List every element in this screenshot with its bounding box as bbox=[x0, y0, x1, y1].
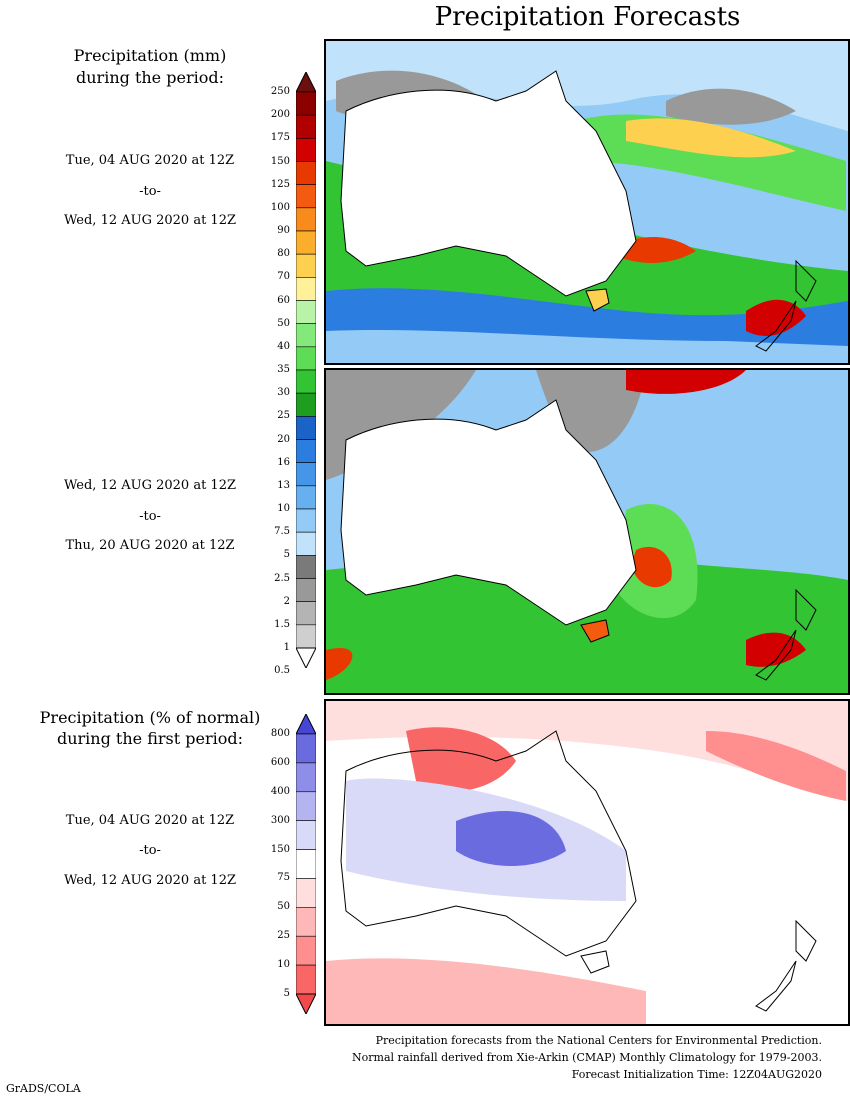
colorbar-tick-label: 60 bbox=[277, 294, 290, 306]
colorbar-box bbox=[296, 277, 316, 301]
colorbar-tick-label: 800 bbox=[270, 728, 290, 739]
period3-end: Wed, 12 AUG 2020 at 12Z bbox=[63, 873, 236, 888]
colorbar-box bbox=[296, 849, 316, 879]
page-title: Precipitation Forecasts bbox=[434, 2, 741, 32]
colorbar-tick-label: 300 bbox=[270, 814, 290, 826]
colorbar-box bbox=[296, 138, 316, 162]
colorbar-box bbox=[296, 416, 316, 440]
colorbar-tick-label: 90 bbox=[277, 225, 290, 236]
mm-legend-subheading: during the period: bbox=[76, 68, 224, 87]
colorbar-box bbox=[296, 907, 316, 937]
colorbar-box bbox=[296, 578, 316, 602]
pct-legend-heading: Precipitation (% of normal) bbox=[39, 708, 261, 727]
colorbar-tick-label: 40 bbox=[277, 340, 290, 352]
colorbar-box bbox=[296, 323, 316, 348]
colorbar-tick-label: 50 bbox=[277, 317, 290, 329]
footer-line-3: Forecast Initialization Time: 12Z04AUG20… bbox=[571, 1068, 822, 1081]
map-panel-percent-normal bbox=[324, 699, 850, 1026]
colorbar-tick-label: 150 bbox=[270, 843, 290, 855]
colorbar-box bbox=[296, 253, 316, 278]
colorbar-tick-label: 600 bbox=[270, 756, 290, 768]
percent-normal-map bbox=[326, 701, 848, 1024]
colorbar-bottom-triangle bbox=[296, 993, 316, 1014]
colorbar-top-triangle bbox=[296, 72, 316, 93]
colorbar-box bbox=[296, 624, 316, 649]
colorbar-tick-label: 150 bbox=[270, 155, 290, 167]
colorbar-tick-label: 7.5 bbox=[274, 526, 290, 538]
period2-start: Wed, 12 AUG 2020 at 12Z bbox=[63, 478, 236, 493]
period1-start: Tue, 04 AUG 2020 at 12Z bbox=[65, 153, 235, 168]
colorbar-tick-label: 10 bbox=[277, 959, 290, 971]
colorbar-tick-label: 1 bbox=[283, 642, 290, 653]
colorbar-box bbox=[296, 161, 316, 185]
colorbar-box bbox=[296, 439, 316, 463]
colorbar-tick-label: 35 bbox=[277, 364, 290, 375]
period1-end: Wed, 12 AUG 2020 at 12Z bbox=[63, 213, 236, 228]
period3-to: -to- bbox=[139, 843, 161, 858]
map-panel-period1 bbox=[324, 39, 850, 365]
colorbar-tick-label: 2 bbox=[283, 595, 290, 607]
period3-start: Tue, 04 AUG 2020 at 12Z bbox=[65, 813, 235, 828]
colorbar-box bbox=[296, 207, 316, 232]
colorbar-tick-label: 25 bbox=[277, 930, 290, 942]
map-panel-period2 bbox=[324, 368, 850, 695]
colorbar-box bbox=[296, 230, 316, 255]
colorbar-tick-label: 16 bbox=[277, 456, 290, 468]
colorbar-tick-label: 200 bbox=[270, 109, 290, 121]
colorbar-tick-label: 80 bbox=[277, 248, 290, 260]
colorbar-tick-label: 2.5 bbox=[274, 572, 290, 584]
colorbar-box bbox=[296, 346, 316, 371]
credit: GrADS/COLA bbox=[6, 1082, 81, 1095]
period2-end: Thu, 20 AUG 2020 at 12Z bbox=[65, 538, 235, 553]
colorbar-top-triangle bbox=[296, 714, 316, 735]
colorbar-box bbox=[296, 762, 316, 793]
colorbar-tick-label: 75 bbox=[277, 872, 290, 884]
colorbar-bottom-triangle bbox=[296, 647, 316, 668]
colorbar-box bbox=[296, 462, 316, 487]
colorbar-tick-label: 250 bbox=[270, 86, 290, 97]
colorbar-box bbox=[296, 555, 316, 579]
colorbar-tick-label: 1.5 bbox=[274, 618, 290, 630]
colorbar-tick-label: 100 bbox=[270, 201, 290, 213]
mm-colorbar bbox=[296, 72, 316, 668]
colorbar-tick-label: 25 bbox=[277, 410, 290, 422]
colorbar-box bbox=[296, 733, 316, 764]
period2-to: -to- bbox=[139, 509, 161, 524]
colorbar-box bbox=[296, 300, 316, 324]
footer-line-1: Precipitation forecasts from the Nationa… bbox=[375, 1034, 822, 1047]
colorbar-box bbox=[296, 878, 316, 908]
colorbar-box bbox=[296, 114, 316, 139]
colorbar-box bbox=[296, 964, 316, 995]
colorbar-tick-label: 30 bbox=[277, 387, 290, 399]
colorbar-box bbox=[296, 791, 316, 821]
pct-legend-subheading: during the first period: bbox=[56, 729, 244, 748]
colorbar-tick-label: 0.5 bbox=[274, 665, 290, 677]
colorbar-box bbox=[296, 508, 316, 533]
colorbar-tick-label: 5 bbox=[283, 988, 290, 999]
footer-line-2: Normal rainfall derived from Xie-Arkin (… bbox=[352, 1051, 822, 1064]
colorbar-tick-label: 5 bbox=[283, 549, 290, 561]
colorbar-box bbox=[296, 935, 316, 966]
precip-map-period2 bbox=[326, 370, 848, 693]
colorbar-tick-label: 10 bbox=[277, 503, 290, 514]
precip-map-period1 bbox=[326, 41, 848, 363]
period1-to: -to- bbox=[139, 184, 161, 199]
colorbar-box bbox=[296, 184, 316, 209]
colorbar-box bbox=[296, 91, 316, 116]
colorbar-tick-label: 125 bbox=[270, 178, 290, 190]
colorbar-box bbox=[296, 369, 316, 394]
colorbar-tick-label: 400 bbox=[270, 785, 290, 797]
colorbar-box bbox=[296, 392, 316, 417]
colorbar-tick-label: 50 bbox=[277, 901, 290, 913]
colorbar-tick-label: 20 bbox=[277, 433, 290, 445]
colorbar-box bbox=[296, 485, 316, 510]
colorbar-tick-label: 13 bbox=[277, 479, 290, 491]
pct-colorbar bbox=[296, 714, 316, 1014]
colorbar-tick-label: 175 bbox=[270, 132, 290, 144]
mm-legend-heading: Precipitation (mm) bbox=[73, 46, 227, 65]
colorbar-box bbox=[296, 601, 316, 626]
colorbar-box bbox=[296, 531, 316, 556]
colorbar-tick-label: 70 bbox=[277, 271, 290, 283]
colorbar-box bbox=[296, 820, 316, 850]
